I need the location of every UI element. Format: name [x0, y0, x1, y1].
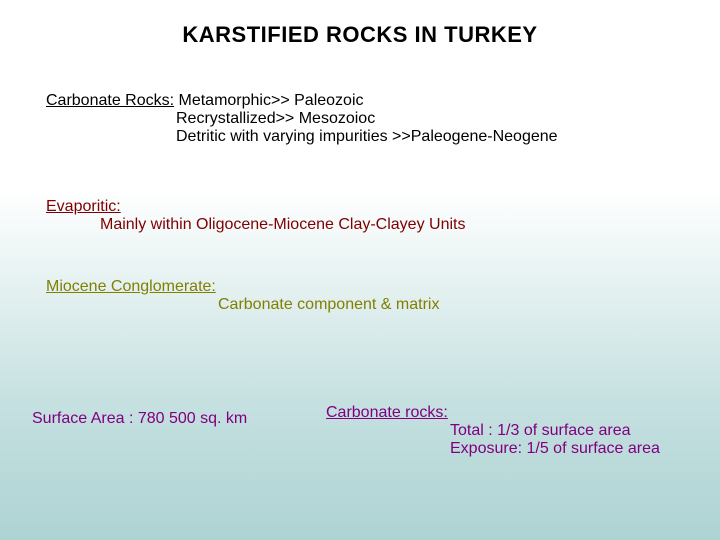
carbonate-exposure-line: Exposure: 1/5 of surface area — [450, 440, 660, 458]
carbonate-line-3: Detritic with varying impurities >>Paleo… — [176, 128, 558, 146]
carbonate-line-1: Metamorphic>> Paleozoic — [174, 92, 363, 109]
evaporitic-section: Evaporitic: Mainly within Oligocene-Mioc… — [46, 198, 465, 234]
evaporitic-line-1: Mainly within Oligocene-Miocene Clay-Cla… — [100, 216, 465, 234]
carbonate-line-2: Recrystallized>> Mesozoioc — [176, 110, 558, 128]
miocene-line-1: Carbonate component & matrix — [218, 296, 439, 314]
carbonate-rocks-summary: Carbonate rocks: Total : 1/3 of surface … — [326, 404, 660, 458]
carbonate-rocks-section: Carbonate Rocks: Metamorphic>> Paleozoic… — [46, 92, 558, 146]
miocene-label: Miocene Conglomerate: — [46, 278, 216, 295]
slide-title: KARSTIFIED ROCKS IN TURKEY — [0, 22, 720, 48]
carbonate-total-line: Total : 1/3 of surface area — [450, 422, 660, 440]
carbonate-rocks-label: Carbonate Rocks: — [46, 92, 174, 109]
surface-area-text: Surface Area : 780 500 sq. km — [32, 410, 247, 428]
carbonate-rocks-summary-label: Carbonate rocks: — [326, 404, 448, 421]
evaporitic-label: Evaporitic: — [46, 198, 121, 215]
miocene-section: Miocene Conglomerate: Carbonate componen… — [46, 278, 439, 314]
